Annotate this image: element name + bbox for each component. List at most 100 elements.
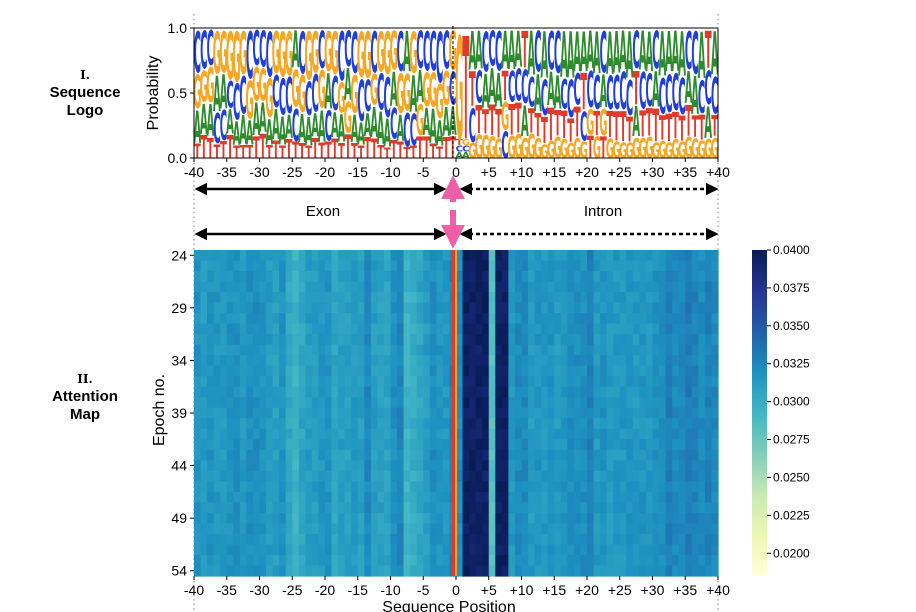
heatmap-cell [266, 502, 274, 514]
logo-letter: T [292, 137, 299, 158]
heatmap-cell [534, 302, 542, 314]
heatmap-cell [567, 428, 575, 440]
logo-letter: C [370, 28, 377, 86]
svg-text:A: A [541, 19, 549, 93]
logo-letter: A [468, 28, 476, 82]
svg-text:C: C [200, 20, 207, 81]
heatmap-cell [652, 313, 660, 325]
heatmap-cell [325, 460, 333, 472]
heatmap-cell [377, 554, 385, 567]
logo-letter: A [685, 64, 693, 114]
heatmap-cell [600, 344, 608, 356]
heatmap-cell [685, 313, 693, 325]
logo-letter: A [337, 109, 345, 151]
heatmap-cell [587, 407, 595, 419]
svg-text:T: T [272, 137, 279, 164]
heatmap-cell [246, 407, 254, 419]
heatmap-cell [665, 260, 673, 272]
logo-letter: A [377, 103, 385, 155]
heatmap-cell [429, 355, 437, 367]
heatmap-cell [259, 407, 267, 419]
heatmap-cell [318, 397, 326, 409]
heatmap-cell [554, 523, 562, 535]
heatmap-cell [645, 302, 654, 314]
heatmap-cell [429, 554, 437, 567]
heatmap-cell [410, 365, 418, 377]
heatmap-cell [338, 439, 346, 451]
heatmap-cell [239, 355, 247, 367]
heatmap-cell [285, 313, 293, 325]
logo-letter: A [672, 28, 680, 85]
heatmap-cell [514, 491, 523, 503]
heatmap-cell [266, 418, 274, 430]
heatmap-cell [436, 313, 444, 325]
heatmap-cell [429, 271, 437, 283]
heatmap-cell [292, 281, 300, 293]
svg-text:G: G [298, 68, 306, 125]
heatmap-cell [482, 544, 490, 556]
heatmap-cell [331, 481, 339, 493]
heatmap-cell [390, 376, 398, 388]
heatmap-cell [423, 439, 431, 451]
heatmap-cell [685, 407, 693, 419]
heatmap-cell [305, 428, 313, 440]
heatmap-cell [194, 491, 202, 503]
svg-text:G: G [200, 65, 208, 113]
attention-heatmap-cells [194, 250, 719, 577]
heatmap-cell [501, 565, 509, 577]
heatmap-cell [207, 386, 215, 398]
heatmap-cell [514, 523, 523, 535]
heatmap-cell [344, 449, 352, 461]
heatmap-cell [521, 344, 529, 356]
heatmap-cell [377, 260, 385, 272]
heatmap-x-tick-label: -5 [417, 582, 430, 598]
heatmap-cell [606, 481, 614, 493]
svg-text:T: T [443, 133, 450, 166]
heatmap-cell [482, 407, 490, 419]
heatmap-cell [266, 407, 274, 419]
heatmap-cell [659, 533, 667, 546]
heatmap-cell [501, 323, 509, 335]
logo-letter: C [318, 28, 325, 80]
heatmap-cell [338, 407, 346, 419]
heatmap-cell [272, 554, 280, 567]
heatmap-cell [200, 554, 208, 567]
heatmap-cell [252, 365, 261, 377]
heatmap-cell [410, 554, 418, 567]
heatmap-cell [456, 470, 464, 482]
svg-text:C: C [508, 65, 515, 113]
svg-text:G: G [494, 134, 502, 164]
heatmap-cell [462, 481, 470, 493]
heatmap-cell [698, 313, 706, 325]
heatmap-cell [475, 271, 483, 283]
heatmap-cell [547, 323, 555, 335]
heatmap-cell [462, 376, 470, 388]
heatmap-cell [305, 271, 313, 283]
heatmap-cell [266, 365, 274, 377]
heatmap-cell [364, 302, 372, 314]
heatmap-cell [462, 428, 470, 440]
heatmap-cell [456, 418, 464, 430]
heatmap-cell [508, 302, 516, 314]
svg-text:G: G [553, 133, 561, 166]
heatmap-cell [469, 554, 477, 567]
svg-text:C: C [528, 69, 535, 116]
heatmap-cell [442, 418, 451, 430]
heatmap-cell [416, 407, 424, 419]
heatmap-cell [390, 355, 398, 367]
heatmap-cell [233, 544, 241, 556]
heatmap-cell [691, 533, 699, 546]
logo-letter: C [377, 65, 384, 122]
heatmap-cell [619, 449, 627, 461]
colorbar-tick-label: 0.0250 [773, 470, 810, 484]
heatmap-cell [665, 250, 673, 262]
heatmap-cell [613, 481, 621, 493]
logo-letter: A [527, 28, 535, 90]
heatmap-cell [462, 491, 470, 503]
heatmap-cell [272, 449, 280, 461]
logo-x-tick-label: -25 [282, 164, 302, 180]
heatmap-cell [711, 418, 719, 430]
heatmap-cell [698, 481, 706, 493]
heatmap-cell [252, 523, 261, 535]
heatmap-cell [259, 439, 267, 451]
